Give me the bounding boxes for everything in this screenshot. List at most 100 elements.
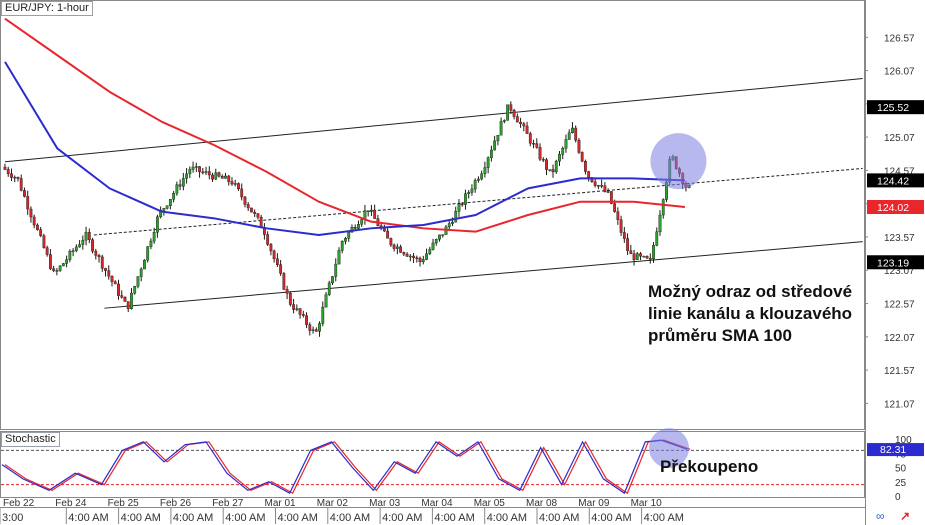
time-label: 4:00 AM bbox=[591, 512, 631, 524]
date-label: Feb 26 bbox=[160, 498, 192, 509]
candle-body bbox=[574, 127, 578, 141]
candle-body bbox=[331, 276, 334, 284]
candle-body bbox=[580, 152, 584, 162]
candle-body bbox=[382, 228, 386, 232]
candle-body bbox=[275, 258, 279, 265]
candle-body bbox=[357, 224, 360, 229]
stochastic-k-line bbox=[1, 439, 688, 495]
candle-body bbox=[250, 207, 253, 213]
price-badge-label: 124.42 bbox=[877, 175, 909, 187]
candle-body bbox=[360, 219, 364, 225]
candle-body bbox=[279, 264, 283, 274]
time-label: 4:00 AM bbox=[487, 512, 527, 524]
candle-body bbox=[347, 231, 351, 239]
time-axis: Feb 22 Feb 24 Feb 25 Feb 26 Feb 27 Mar 01 Mar … bbox=[0, 498, 684, 524]
candle-body bbox=[301, 314, 305, 316]
candle-body bbox=[55, 270, 59, 272]
candle-body bbox=[243, 196, 247, 205]
price-badge bbox=[867, 200, 924, 215]
candle-body bbox=[564, 139, 568, 149]
candle-body bbox=[327, 282, 331, 295]
candle-body bbox=[370, 209, 373, 212]
candle-body bbox=[622, 232, 626, 239]
main-annotation: Možný odraz od středové linie kanálu a k… bbox=[648, 282, 853, 345]
candle-body bbox=[616, 211, 620, 220]
candle-body bbox=[217, 172, 221, 177]
corner-icons: ∞ ↗ bbox=[872, 509, 924, 524]
link-icon[interactable]: ∞ bbox=[876, 509, 885, 523]
candle-body bbox=[532, 143, 535, 145]
date-label: Feb 27 bbox=[212, 498, 244, 509]
date-label: Mar 03 bbox=[369, 498, 401, 509]
candle-body bbox=[146, 246, 150, 261]
candle-body bbox=[434, 239, 438, 244]
candle-body bbox=[36, 224, 39, 230]
stochastic-panel-frame bbox=[0, 431, 865, 498]
candle-body bbox=[561, 148, 565, 155]
arrow-icon[interactable]: ↗ bbox=[900, 509, 911, 523]
candle-body bbox=[19, 178, 23, 191]
candle-body bbox=[480, 173, 484, 180]
candle-body bbox=[584, 161, 587, 172]
sma-100-line bbox=[4, 61, 685, 236]
candle-body bbox=[143, 259, 146, 270]
candle-body bbox=[204, 171, 208, 173]
y-tick-label: 126.07 bbox=[884, 67, 915, 78]
y-tick-label: 121.07 bbox=[884, 399, 915, 410]
candle-body bbox=[515, 116, 519, 123]
candle-body bbox=[269, 244, 273, 252]
candle-body bbox=[470, 188, 474, 193]
candle-body bbox=[32, 216, 36, 226]
candle-body bbox=[441, 234, 445, 236]
candle-body bbox=[78, 244, 81, 248]
candle-body bbox=[81, 239, 85, 245]
stochastic-level-label: 100 bbox=[895, 435, 912, 446]
date-label: Mar 10 bbox=[631, 498, 663, 509]
candle-body bbox=[609, 191, 613, 204]
candle-body bbox=[642, 255, 646, 258]
candle-body bbox=[421, 259, 425, 263]
candle-body bbox=[285, 289, 289, 294]
date-label: Feb 24 bbox=[55, 498, 87, 509]
candle-body bbox=[389, 238, 393, 246]
candle-body bbox=[571, 127, 574, 134]
candle-body bbox=[405, 253, 409, 257]
candle-body bbox=[3, 166, 7, 170]
candle-body bbox=[52, 268, 56, 271]
stochastic-level-label: 25 bbox=[895, 478, 907, 489]
candle-body bbox=[467, 192, 471, 194]
candle-body bbox=[198, 166, 201, 173]
candle-body bbox=[74, 246, 78, 251]
date-label: Mar 05 bbox=[474, 498, 506, 509]
sma-red-line bbox=[4, 17, 686, 233]
main-panel-frame bbox=[0, 0, 865, 430]
candle-body bbox=[123, 297, 127, 302]
candle-body bbox=[655, 231, 659, 246]
candle-body bbox=[386, 230, 390, 239]
candle-body bbox=[168, 198, 172, 206]
time-label: 4:00 AM bbox=[278, 512, 318, 524]
stochastic-oscillator: 100755025082.31 bbox=[1, 428, 924, 503]
candle-body bbox=[519, 121, 522, 124]
candle-body bbox=[418, 257, 422, 263]
candle-body bbox=[298, 308, 302, 315]
price-badge bbox=[867, 173, 924, 188]
candle-body bbox=[68, 250, 72, 260]
candle-body bbox=[337, 250, 341, 265]
candle-body bbox=[84, 232, 88, 241]
date-label: Mar 08 bbox=[526, 498, 558, 509]
time-label: 4:00 AM bbox=[121, 512, 161, 524]
candle-body bbox=[246, 204, 250, 209]
stochastic-highlight-circle bbox=[648, 428, 689, 469]
y-tick-label: 123.07 bbox=[884, 266, 915, 277]
y-tick-label: 122.07 bbox=[884, 333, 915, 344]
candle-body bbox=[194, 166, 198, 168]
candle-body bbox=[201, 171, 205, 174]
y-tick-label: 125.07 bbox=[884, 133, 915, 144]
date-label: Mar 02 bbox=[317, 498, 349, 509]
price-badge-label: 123.19 bbox=[877, 257, 909, 269]
candle-body bbox=[156, 216, 159, 233]
candle-body bbox=[558, 154, 561, 162]
candle-body bbox=[538, 147, 542, 160]
